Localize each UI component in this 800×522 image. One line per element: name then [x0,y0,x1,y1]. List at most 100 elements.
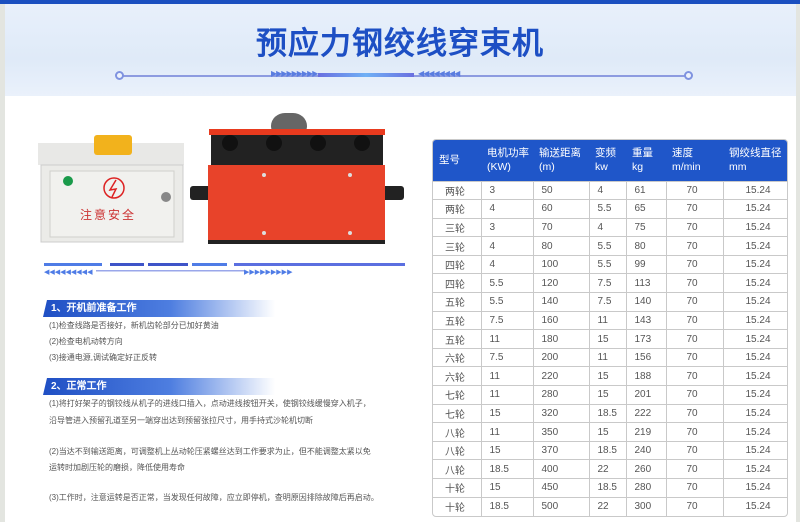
table-cell: 11 [480,366,533,386]
table-cell: 15.24 [722,236,787,256]
table-cell: 400 [532,459,589,479]
arrows-right-icon: ▶▶▶▶▶▶▶▶▶ [271,69,318,78]
section-heading-normal: 2、正常工作 [43,378,275,395]
table-cell: 15.24 [722,440,787,460]
table-cell: 15 [588,422,626,442]
table-cell: 五轮 [433,329,481,349]
column-header: 型号 [433,140,481,181]
table-cell: 15.24 [722,254,787,274]
table-cell: 156 [625,347,666,367]
svg-text:▶▶▶▶▶▶▶▶▶: ▶▶▶▶▶▶▶▶▶ [244,269,293,276]
table-cell: 六轮 [433,366,481,386]
table-cell: 201 [625,385,666,405]
table-cell: 240 [625,440,666,460]
normal-item: 运转时加剧压轮的磨损，降低使用寿命 [49,463,185,472]
table-cell: 70 [665,366,723,386]
table-cell: 4 [588,180,626,200]
table-cell: 173 [625,329,666,349]
table-cell: 70 [665,422,723,442]
table-cell: 320 [532,403,589,423]
table-cell: 八轮 [433,440,481,460]
table-cell: 八轮 [433,459,481,479]
table-cell: 八轮 [433,422,481,442]
table-cell: 十轮 [433,478,481,498]
table-cell: 11 [480,385,533,405]
table-cell: 70 [665,478,723,498]
table-cell: 两轮 [433,180,481,200]
column-header: 电机功率 (KW) [481,140,533,181]
column-header-text: mm [729,161,747,174]
table-row: 五轮 7.5 160 11 143 70 15.24 [433,310,787,330]
prep-item: (1)检查线路是否接好，新机齿轮部分已加好黄油 [49,321,219,330]
table-cell: 7.5 [588,292,626,312]
table-row: 五轮 5.5 140 7.5 140 70 15.24 [433,292,787,312]
column-header-text: 钢绞线直径 [729,147,782,160]
table-cell: 18.5 [588,403,626,423]
table-cell: 70 [665,180,723,200]
divider-dot-right [684,71,693,80]
table-cell: 六轮 [433,347,481,367]
table-cell: 15 [480,478,533,498]
table-cell: 15.24 [722,273,787,293]
table-cell: 50 [532,180,589,200]
image-divider: ◀◀◀◀◀◀◀◀◀ ▶▶▶▶▶▶▶▶▶ [44,263,405,276]
column-header-text: 型号 [439,154,460,167]
table-cell: 200 [532,347,589,367]
table-cell: 280 [532,385,589,405]
table-cell: 18.5 [588,478,626,498]
threading-machine-image [190,113,404,244]
normal-item: (1)将打好架子的钢铰线从机子的进线口插入，点动进线按钮开关，使钢铰线缓慢穿入机… [49,399,371,408]
table-cell: 4 [480,254,533,274]
table-cell: 七轮 [433,403,481,423]
table-cell: 五轮 [433,310,481,330]
table-cell: 70 [532,217,589,237]
table-cell: 十轮 [433,496,481,516]
table-cell: 15 [588,366,626,386]
table-cell: 450 [532,478,589,498]
table-cell: 70 [665,496,723,516]
table-cell: 70 [665,254,723,274]
table-cell: 220 [532,366,589,386]
table-cell: 18.5 [588,440,626,460]
arrows-left-icon: ◀◀◀◀◀◀◀◀ [418,69,460,78]
table-cell: 70 [665,310,723,330]
table-cell: 五轮 [433,292,481,312]
table-cell: 18.5 [480,459,533,479]
table-cell: 500 [532,496,589,516]
table-row: 十轮 18.5 500 22 300 70 15.24 [433,496,787,516]
table-cell: 11 [480,329,533,349]
table-cell: 4 [588,217,626,237]
table-cell: 75 [625,217,666,237]
column-header: 重量 kg [626,140,666,181]
table-cell: 70 [665,440,723,460]
table-cell: 61 [625,180,666,200]
table-cell: 15 [588,385,626,405]
table-cell: 4 [480,199,533,219]
column-header: 速度 m/min [666,140,723,181]
prep-item: (2)检查电机动转方向 [49,337,123,346]
column-header-text: 速度 [672,147,693,160]
table-cell: 15 [588,329,626,349]
column-header-text: 电机功率 [487,147,529,160]
control-box-label: 注意安全 [80,208,137,222]
table-cell: 280 [625,478,666,498]
table-cell: 3 [480,180,533,200]
column-header-text: (KW) [487,161,511,174]
table-cell: 70 [665,217,723,237]
table-cell: 5.5 [588,199,626,219]
normal-item: (2)当达不到输送距离，可调整机上丛动轮压紧螺丝达到工作要求为止，但不能调整太紧… [49,447,371,456]
table-cell: 15.24 [722,347,787,367]
table-cell: 140 [625,292,666,312]
table-cell: 70 [665,403,723,423]
table-cell: 100 [532,254,589,274]
table-cell: 219 [625,422,666,442]
table-row: 五轮 11 180 15 173 70 15.24 [433,329,787,349]
table-cell: 350 [532,422,589,442]
table-cell: 15 [480,440,533,460]
svg-text:◀◀◀◀◀◀◀◀◀: ◀◀◀◀◀◀◀◀◀ [44,269,93,276]
table-cell: 18.5 [480,496,533,516]
top-bar [0,0,800,4]
table-cell: 11 [588,347,626,367]
table-cell: 22 [588,496,626,516]
table-cell: 370 [532,440,589,460]
